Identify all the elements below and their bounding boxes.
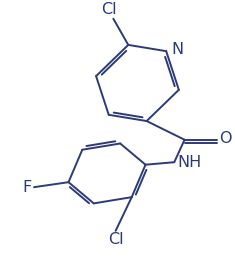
Text: F: F — [22, 180, 31, 195]
Text: Cl: Cl — [108, 232, 123, 247]
Text: N: N — [171, 42, 183, 57]
Text: Cl: Cl — [101, 2, 117, 17]
Text: NH: NH — [177, 155, 201, 170]
Text: O: O — [219, 131, 232, 146]
